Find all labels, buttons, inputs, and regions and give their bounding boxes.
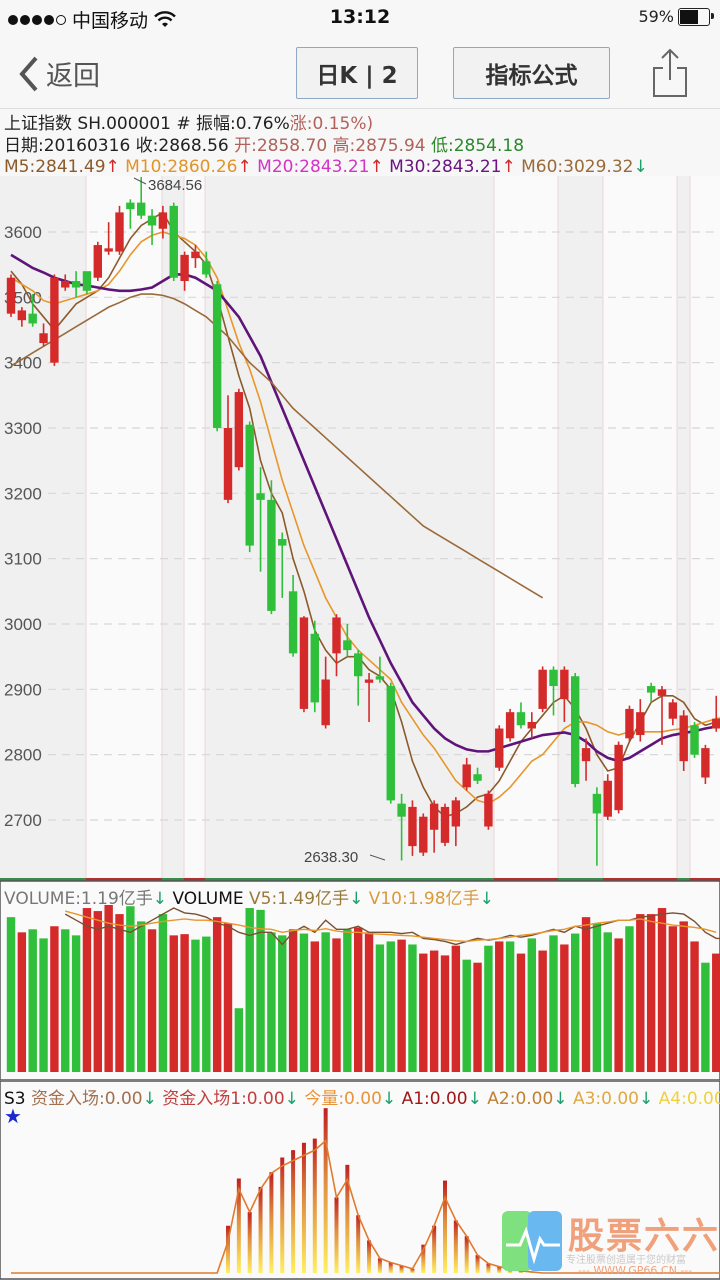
high-value: 高:2875.94 bbox=[332, 136, 426, 156]
volume-title: VOLUME bbox=[172, 889, 244, 909]
svg-text:3600: 3600 bbox=[4, 223, 42, 242]
carrier-signal: 中国移动 bbox=[8, 6, 176, 33]
ma-legend: M5:2841.49↑ M10:2860.26↑ M20:2843.21↑ M3… bbox=[4, 157, 648, 178]
a3-value: A3:0.00 bbox=[572, 1089, 639, 1109]
battery-icon bbox=[678, 7, 714, 26]
arrow-down-icon: ↓ bbox=[479, 889, 494, 909]
chevron-left-icon bbox=[19, 56, 38, 91]
change-pct: 涨:0.15%) bbox=[289, 114, 374, 134]
period-button[interactable]: 日K | 2 bbox=[296, 47, 418, 99]
battery-percent: 59% bbox=[638, 7, 674, 26]
arrow-down-icon: ↓ bbox=[633, 157, 648, 177]
open-value: 开:2858.70 bbox=[234, 136, 328, 156]
arrow-down-icon: ↓ bbox=[152, 889, 168, 909]
arrow-up-icon: ↑ bbox=[369, 157, 384, 177]
svg-text:2700: 2700 bbox=[4, 811, 42, 830]
wifi-icon bbox=[154, 10, 176, 27]
index-code: SH.000001 bbox=[77, 114, 171, 134]
clock: 13:12 bbox=[329, 6, 391, 28]
index-name: 上证指数 bbox=[4, 114, 72, 134]
signal-strength-icon bbox=[8, 14, 66, 25]
share-icon[interactable] bbox=[650, 46, 690, 98]
ma20-value: M20:2843.21 bbox=[257, 157, 370, 177]
arrow-down-icon: ↓ bbox=[467, 1089, 482, 1109]
arrow-up-icon: ↑ bbox=[237, 157, 252, 177]
svg-text:3000: 3000 bbox=[4, 615, 42, 634]
watermark-title: 股票六六 bbox=[568, 1216, 720, 1257]
volume-legend: VOLUME:1.19亿手↓ VOLUME V5:1.49亿手↓ V10:1.9… bbox=[4, 884, 494, 909]
star-icon: ★ bbox=[4, 1104, 22, 1128]
arrow-up-icon: ↑ bbox=[105, 157, 120, 177]
amplitude: # 振幅:0.76% bbox=[176, 114, 290, 134]
quote-info: 上证指数 SH.000001 # 振幅:0.76%涨:0.15%) 日期:201… bbox=[0, 110, 720, 182]
svg-text:2800: 2800 bbox=[4, 746, 42, 765]
s3-legend: S3 资金入场:0.00↓ 资金入场1:0.00↓ 今量:0.00↓ A1:0.… bbox=[4, 1084, 720, 1109]
navigation-bar: 返回 日K | 2 指标公式 bbox=[0, 36, 720, 109]
arrow-up-icon: ↑ bbox=[501, 157, 516, 177]
volume-value: VOLUME:1.19亿手 bbox=[4, 889, 153, 909]
watermark-url: --- WWW.GP66.CN --- bbox=[578, 1264, 693, 1277]
arrow-down-icon: ↓ bbox=[284, 1089, 299, 1109]
formula-button[interactable]: 指标公式 bbox=[453, 47, 610, 99]
s3-indicator-chart[interactable] bbox=[0, 1080, 720, 1280]
svg-text:3200: 3200 bbox=[4, 484, 42, 503]
quote-line-2: 日期:20160316 收:2868.56 开:2858.70 高:2875.9… bbox=[4, 136, 524, 157]
ma5-value: M5:2841.49 bbox=[4, 157, 106, 177]
v10-value: V10:1.98亿手 bbox=[368, 889, 480, 909]
ma10-value: M10:2860.26 bbox=[125, 157, 238, 177]
watermark-logo: 股票六六 专注股票创造属于您的财富 --- WWW.GP66.CN --- bbox=[500, 1207, 720, 1277]
back-label: 返回 bbox=[46, 61, 100, 92]
logo-icon bbox=[502, 1211, 562, 1271]
a4-value: A4:0.00 bbox=[658, 1089, 720, 1109]
svg-text:3400: 3400 bbox=[4, 354, 42, 373]
jl-value: 今量:0.00 bbox=[304, 1089, 382, 1109]
svg-text:3684.56: 3684.56 bbox=[148, 177, 202, 194]
a1-value: A1:0.00 bbox=[401, 1089, 468, 1109]
candlestick-chart[interactable]: 3600350034003300320031003000290028002700… bbox=[0, 176, 720, 882]
svg-text:2638.30: 2638.30 bbox=[304, 849, 358, 866]
arrow-down-icon: ↓ bbox=[381, 1089, 397, 1109]
date-value: 日期:20160316 bbox=[4, 136, 131, 156]
close-value: 收:2868.56 bbox=[135, 136, 229, 156]
ma30-value: M30:2843.21 bbox=[389, 157, 502, 177]
arrow-down-icon: ↓ bbox=[349, 889, 364, 909]
arrow-down-icon: ↓ bbox=[553, 1089, 568, 1109]
arrow-down-icon: ↓ bbox=[638, 1089, 654, 1109]
svg-text:3300: 3300 bbox=[4, 419, 42, 438]
carrier-name: 中国移动 bbox=[72, 10, 149, 32]
arrow-down-icon: ↓ bbox=[142, 1089, 157, 1109]
watermark-subtitle: 专注股票创造属于您的财富 bbox=[566, 1255, 686, 1266]
low-value: 低:2854.18 bbox=[430, 136, 525, 156]
volume-chart[interactable] bbox=[0, 880, 720, 1080]
v5-value: V5:1.49亿手 bbox=[249, 889, 350, 909]
status-bar: 中国移动 13:12 59% bbox=[0, 0, 720, 36]
a2-value: A2:0.00 bbox=[487, 1089, 554, 1109]
svg-text:3100: 3100 bbox=[4, 550, 42, 569]
zjrc1-value: 资金入场1:0.00 bbox=[162, 1089, 285, 1109]
ma60-value: M60:3029.32 bbox=[521, 157, 634, 177]
zjrc-value: 资金入场:0.00 bbox=[31, 1089, 143, 1109]
back-button[interactable]: 返回 bbox=[18, 54, 100, 93]
quote-line-1: 上证指数 SH.000001 # 振幅:0.76%涨:0.15%) bbox=[4, 114, 373, 135]
battery-status: 59% bbox=[638, 7, 714, 26]
s3-title: S3 bbox=[4, 1089, 26, 1109]
svg-text:2900: 2900 bbox=[4, 680, 42, 699]
